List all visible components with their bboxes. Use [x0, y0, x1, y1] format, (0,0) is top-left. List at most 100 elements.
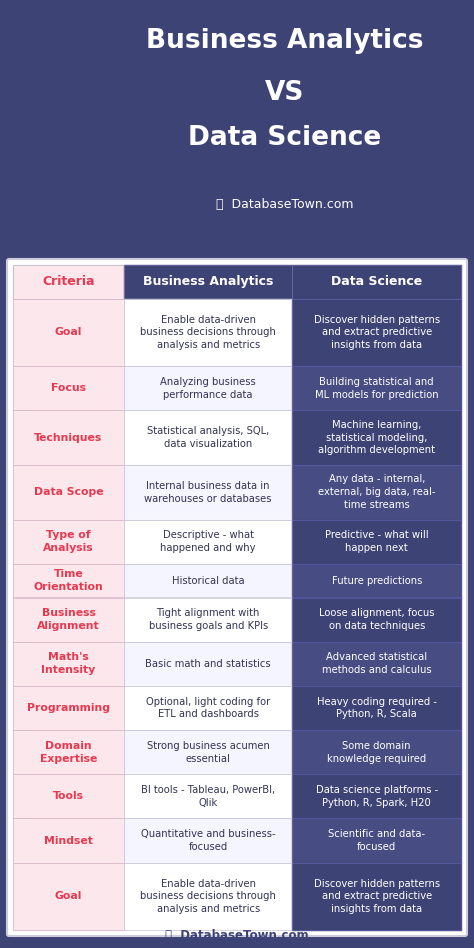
- Bar: [292, 465, 461, 520]
- Bar: [124, 686, 292, 730]
- Text: Scientific and data-
focused: Scientific and data- focused: [328, 830, 425, 852]
- Bar: [13, 818, 124, 863]
- Bar: [124, 863, 292, 930]
- Bar: [292, 686, 461, 730]
- Text: Some domain
knowledge required: Some domain knowledge required: [327, 740, 426, 763]
- Text: Data Scope: Data Scope: [34, 487, 103, 498]
- Text: Business Analytics: Business Analytics: [146, 28, 423, 54]
- Bar: [292, 564, 461, 597]
- Text: Basic math and statistics: Basic math and statistics: [146, 659, 271, 668]
- Bar: [13, 863, 124, 930]
- Bar: [13, 775, 124, 818]
- Text: Focus: Focus: [51, 383, 86, 393]
- Text: Criteria: Criteria: [42, 275, 95, 288]
- Bar: [124, 818, 292, 863]
- Bar: [124, 863, 292, 930]
- Bar: [124, 564, 292, 597]
- Bar: [124, 597, 292, 642]
- Text: Domain
Expertise: Domain Expertise: [40, 740, 97, 763]
- Text: Tight alignment with
business goals and KPIs: Tight alignment with business goals and …: [148, 609, 268, 631]
- Text: Type of
Analysis: Type of Analysis: [43, 530, 94, 553]
- Text: Heavy coding required -
Python, R, Scala: Heavy coding required - Python, R, Scala: [317, 697, 437, 720]
- Text: Techniques: Techniques: [34, 432, 102, 443]
- Bar: [124, 730, 292, 775]
- Text: BI tools - Tableau, PowerBI,
Qlik: BI tools - Tableau, PowerBI, Qlik: [141, 785, 275, 808]
- Bar: [124, 520, 292, 564]
- Text: Quantitative and business-
focused: Quantitative and business- focused: [141, 830, 275, 852]
- Bar: [292, 299, 461, 366]
- Text: Discover hidden patterns
and extract predictive
insights from data: Discover hidden patterns and extract pre…: [314, 315, 440, 350]
- Bar: [13, 465, 124, 520]
- Text: Strong business acumen
essential: Strong business acumen essential: [147, 740, 270, 763]
- Bar: [292, 730, 461, 775]
- Bar: [124, 265, 292, 299]
- Text: Discover hidden patterns
and extract predictive
insights from data: Discover hidden patterns and extract pre…: [314, 879, 440, 914]
- Bar: [292, 642, 461, 686]
- Bar: [13, 465, 124, 520]
- Bar: [292, 775, 461, 818]
- Bar: [292, 265, 461, 299]
- Text: Business Analytics: Business Analytics: [143, 275, 273, 288]
- Bar: [292, 818, 461, 863]
- Text: Goal: Goal: [55, 327, 82, 337]
- Bar: [124, 564, 292, 597]
- Bar: [13, 686, 124, 730]
- Bar: [124, 775, 292, 818]
- Bar: [13, 366, 124, 410]
- Bar: [292, 863, 461, 930]
- Text: Mindset: Mindset: [44, 835, 93, 846]
- Bar: [13, 818, 124, 863]
- Text: Predictive - what will
happen next: Predictive - what will happen next: [325, 530, 428, 553]
- Bar: [292, 366, 461, 410]
- Text: Machine learning,
statistical modeling,
algorithm development: Machine learning, statistical modeling, …: [318, 420, 435, 455]
- Text: Data science platforms -
Python, R, Spark, H20: Data science platforms - Python, R, Spar…: [316, 785, 438, 808]
- Bar: [13, 410, 124, 465]
- Text: Data Science: Data Science: [188, 125, 381, 151]
- Text: Optional, light coding for
ETL and dashboards: Optional, light coding for ETL and dashb…: [146, 697, 270, 720]
- Text: Any data - internal,
external, big data, real-
time streams: Any data - internal, external, big data,…: [318, 475, 436, 510]
- Text: Analyzing business
performance data: Analyzing business performance data: [160, 376, 256, 399]
- Text: Goal: Goal: [55, 891, 82, 902]
- Bar: [13, 299, 124, 366]
- Text: VS: VS: [264, 80, 304, 106]
- Text: ⓓ  DatabaseTown.com: ⓓ DatabaseTown.com: [216, 198, 353, 211]
- Bar: [124, 520, 292, 564]
- Bar: [292, 642, 461, 686]
- Bar: [292, 366, 461, 410]
- Text: Loose alignment, focus
on data techniques: Loose alignment, focus on data technique…: [319, 609, 435, 631]
- Text: Math's
Intensity: Math's Intensity: [41, 652, 96, 675]
- Bar: [13, 597, 124, 642]
- Bar: [292, 775, 461, 818]
- Bar: [292, 597, 461, 642]
- Text: Advanced statistical
methods and calculus: Advanced statistical methods and calculu…: [322, 652, 431, 675]
- Bar: [124, 597, 292, 642]
- Text: Statistical analysis, SQL,
data visualization: Statistical analysis, SQL, data visualiz…: [147, 427, 269, 449]
- Bar: [124, 366, 292, 410]
- Bar: [124, 730, 292, 775]
- Bar: [13, 410, 124, 465]
- Text: Descriptive - what
happened and why: Descriptive - what happened and why: [160, 530, 256, 553]
- Bar: [124, 818, 292, 863]
- Bar: [124, 642, 292, 686]
- Bar: [124, 299, 292, 366]
- Text: Enable data-driven
business decisions through
analysis and metrics: Enable data-driven business decisions th…: [140, 315, 276, 350]
- Bar: [292, 299, 461, 366]
- Bar: [13, 265, 124, 299]
- Bar: [124, 686, 292, 730]
- Bar: [292, 818, 461, 863]
- Bar: [13, 775, 124, 818]
- Bar: [124, 265, 292, 299]
- Text: ⓓ  DatabaseTown.com: ⓓ DatabaseTown.com: [165, 929, 309, 942]
- Bar: [124, 642, 292, 686]
- Bar: [124, 465, 292, 520]
- Text: Time
Orientation: Time Orientation: [34, 569, 103, 592]
- Bar: [0, 0, 474, 252]
- Text: Building statistical and
ML models for prediction: Building statistical and ML models for p…: [315, 376, 438, 399]
- Bar: [292, 520, 461, 564]
- Bar: [292, 520, 461, 564]
- Bar: [292, 465, 461, 520]
- Bar: [124, 410, 292, 465]
- Bar: [13, 730, 124, 775]
- Bar: [292, 730, 461, 775]
- Text: Internal business data in
warehouses or databases: Internal business data in warehouses or …: [145, 481, 272, 503]
